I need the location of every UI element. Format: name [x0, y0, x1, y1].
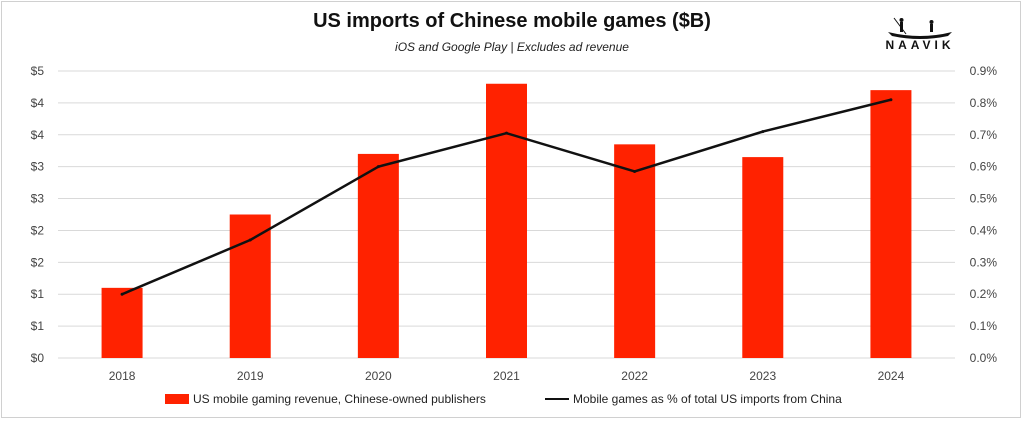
y-left-tick-label: $2: [31, 223, 45, 237]
x-tick-label: 2021: [493, 369, 520, 383]
logo-text: NAAVIK: [885, 38, 955, 52]
line-point: [889, 98, 893, 102]
x-tick-label: 2024: [878, 369, 905, 383]
legend-bar-label: US mobile gaming revenue, Chinese-owned …: [193, 392, 486, 406]
y-left-tick-label: $1: [31, 319, 45, 333]
y-left-tick-label: $3: [31, 160, 45, 174]
line-point: [505, 131, 508, 135]
legend-line-swatch: [545, 398, 569, 400]
x-tick-label: 2022: [621, 369, 648, 383]
legend-item-line: Mobile games as % of total US imports fr…: [545, 392, 842, 406]
x-tick-label: 2020: [365, 369, 392, 383]
bar: [870, 90, 912, 358]
y-right-tick-label: 0.5%: [970, 192, 998, 206]
legend-line-label: Mobile games as % of total US imports fr…: [573, 392, 842, 406]
line-point: [120, 292, 124, 296]
y-left-tick-label: $5: [31, 64, 45, 78]
y-left-tick-label: $3: [31, 192, 45, 206]
y-right-tick-label: 0.6%: [970, 160, 998, 174]
legend-item-bars: US mobile gaming revenue, Chinese-owned …: [165, 392, 486, 406]
bar: [742, 157, 784, 358]
x-tick-label: 2018: [109, 369, 136, 383]
x-tick-label: 2023: [749, 369, 776, 383]
y-right-tick-label: 0.2%: [970, 287, 998, 301]
line-point: [248, 238, 252, 242]
y-right-tick-label: 0.0%: [970, 351, 998, 365]
chart-subtitle: iOS and Google Play | Excludes ad revenu…: [395, 40, 629, 54]
line-point: [761, 130, 765, 134]
line-point: [376, 165, 380, 169]
y-right-tick-label: 0.3%: [970, 255, 998, 269]
naavik-logo-icon: [888, 17, 952, 39]
y-left-tick-label: $1: [31, 287, 45, 301]
line-point: [633, 169, 637, 173]
y-right-tick-label: 0.9%: [970, 64, 998, 78]
bar: [357, 153, 399, 358]
y-right-tick-label: 0.8%: [970, 96, 998, 110]
x-tick-label: 2019: [237, 369, 264, 383]
y-left-tick-label: $4: [31, 128, 45, 142]
bar: [486, 83, 527, 358]
y-left-tick-label: $0: [31, 351, 45, 365]
legend-bar-swatch: [165, 394, 189, 404]
chart-title: US imports of Chinese mobile games ($B): [313, 10, 711, 32]
y-right-tick-label: 0.1%: [970, 319, 998, 333]
bar: [101, 287, 143, 358]
y-left-tick-label: $2: [31, 255, 45, 269]
bar: [614, 144, 656, 358]
y-left-tick-label: $4: [31, 96, 45, 110]
y-right-tick-label: 0.7%: [970, 128, 998, 142]
y-right-tick-label: 0.4%: [970, 223, 998, 237]
bar: [229, 214, 271, 358]
